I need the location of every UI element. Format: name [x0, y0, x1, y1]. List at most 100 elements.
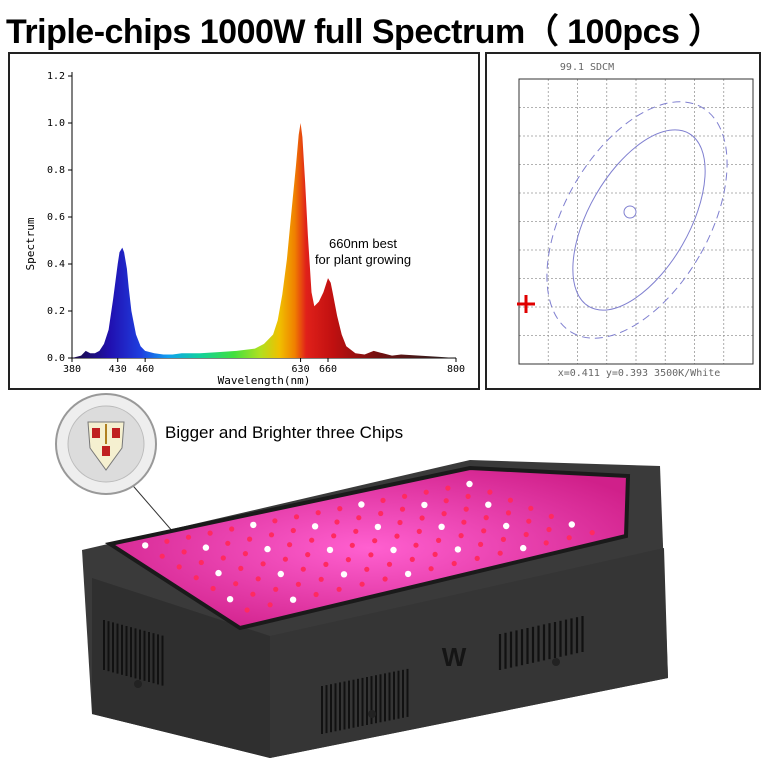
led-grow-light-panel: W	[82, 460, 668, 758]
led-chip	[311, 523, 319, 530]
led-chip	[413, 542, 419, 548]
spectrum-x-tick-label: 460	[136, 364, 154, 375]
led-chip	[287, 542, 293, 548]
led-chip	[465, 493, 471, 499]
led-chip	[589, 530, 595, 536]
led-chip	[436, 537, 442, 543]
led-chip	[399, 506, 406, 512]
led-chip	[290, 527, 296, 534]
led-chip	[337, 506, 343, 512]
spectrum-x-tick-label: 660	[319, 364, 337, 375]
led-chip	[295, 581, 301, 587]
sdcm-center-point	[623, 205, 637, 219]
led-chip	[264, 545, 271, 553]
led-chip	[548, 513, 554, 519]
led-chip	[215, 569, 222, 577]
spectrum-annotation: 660nm best for plant growing	[315, 236, 411, 267]
led-chip	[463, 506, 469, 512]
spectrum-y-tick-label: 0.0	[47, 353, 65, 364]
led-chip	[443, 498, 449, 504]
sdcm-title: 99.1 SDCM	[560, 62, 614, 73]
led-chip	[313, 591, 319, 598]
led-chip	[193, 575, 199, 581]
sdcm-plot-frame	[518, 78, 754, 365]
led-chip	[340, 571, 348, 578]
led-chip	[419, 515, 425, 521]
led-chip	[331, 533, 337, 539]
led-chip	[334, 519, 340, 525]
spectrum-chart-panel: 0.0 0.2 0.4 0.6 0.8 1.0 1.2 380 430 460 630 660 800 …	[8, 52, 480, 390]
led-chip	[404, 570, 412, 578]
led-chip	[441, 511, 447, 517]
led-chip	[526, 518, 532, 524]
led-chip	[272, 518, 278, 524]
sdcm-ellipse-outer	[546, 101, 728, 339]
led-chip	[507, 497, 513, 503]
led-chip	[220, 555, 226, 561]
sdcm-measured-marker	[517, 295, 535, 313]
led-chip	[250, 591, 256, 597]
led-chip	[233, 581, 239, 587]
led-chip	[432, 551, 438, 557]
led-chip	[185, 534, 192, 540]
led-chip	[244, 607, 250, 613]
led-chip	[546, 526, 552, 533]
led-chip	[485, 501, 492, 508]
screw-left	[134, 680, 142, 688]
led-chip	[210, 585, 216, 592]
chip-callout-label: Bigger and Brighter three Chips	[165, 423, 404, 442]
led-chip	[247, 536, 253, 542]
led-chip	[226, 596, 234, 603]
led-chip	[566, 535, 572, 541]
led-chip	[260, 561, 266, 567]
led-chip	[382, 576, 388, 582]
led-chip	[372, 538, 378, 544]
led-face	[104, 465, 631, 631]
led-chip	[300, 566, 306, 572]
sdcm-chart-panel: 99.1 SDCM x=0.411 y=0.393 3500K/White	[485, 52, 761, 390]
led-chip	[225, 540, 231, 546]
led-chip	[461, 519, 467, 525]
led-chip	[364, 566, 370, 572]
spectrum-area-series	[72, 123, 456, 358]
sdcm-chart: 99.1 SDCM x=0.411 y=0.393 3500K/White	[517, 62, 754, 379]
led-chip	[451, 560, 457, 567]
led-chip	[380, 497, 386, 503]
screw-right	[552, 658, 560, 666]
led-chip	[500, 536, 506, 542]
led-chip	[368, 552, 374, 558]
led-chip	[198, 559, 204, 566]
led-chip	[497, 550, 503, 556]
panel-side-face	[270, 548, 668, 758]
led-chip	[282, 556, 288, 562]
led-chip	[358, 501, 365, 508]
front-vents	[103, 620, 409, 734]
sdcm-ellipse-inner	[572, 129, 706, 311]
page-title: Triple-chips 1000W full Spectrum（ 100pcs…	[6, 13, 722, 51]
spectrum-y-axis-label: Spectrum	[24, 217, 37, 270]
led-chip	[238, 565, 244, 571]
led-chip	[181, 549, 187, 555]
spectrum-x-axis-label: Wavelength(nm)	[218, 374, 311, 387]
led-chip	[438, 523, 445, 530]
led-chip	[305, 552, 311, 558]
led-chip	[421, 501, 428, 509]
led-chip	[159, 553, 165, 559]
led-chip	[543, 540, 549, 546]
spectrum-y-tick-label: 0.2	[47, 306, 65, 317]
led-chip	[374, 523, 382, 531]
led-array	[142, 480, 595, 613]
screw-bottom	[368, 710, 376, 718]
led-chip	[445, 485, 451, 491]
sdcm-grid	[519, 79, 753, 364]
spectrum-annotation-line: for plant growing	[315, 252, 411, 267]
led-chip	[378, 510, 384, 517]
led-chip	[267, 602, 273, 608]
led-chip	[523, 531, 529, 538]
led-chip	[478, 541, 484, 547]
led-chip	[568, 521, 575, 528]
led-chip	[142, 542, 149, 549]
led-chip	[390, 546, 397, 554]
led-chip	[309, 537, 315, 543]
led-chip	[528, 505, 534, 511]
